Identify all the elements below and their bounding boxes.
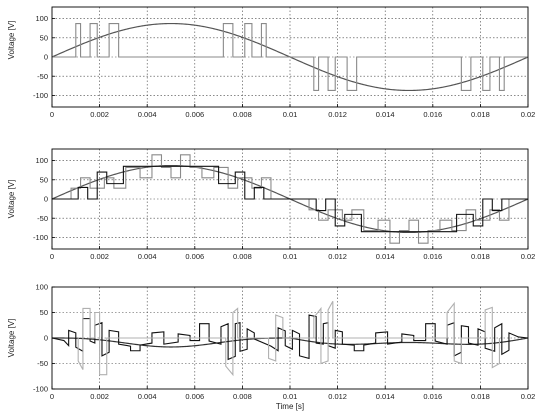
- axes-frame: [51, 6, 529, 108]
- y-tick-label: 0: [44, 195, 48, 204]
- y-axis-label: Voltage [V]: [7, 319, 16, 358]
- x-tick-label: 0.016: [423, 392, 442, 401]
- x-tick-label: 0.008: [233, 392, 252, 401]
- y-tick-label: -100: [33, 385, 48, 394]
- y-tick-label: 50: [40, 308, 48, 317]
- x-tick-label: 0: [50, 252, 54, 261]
- x-tick-label: 0.01: [283, 252, 298, 261]
- y-tick-label: 0: [44, 53, 48, 62]
- x-tick-label: 0.002: [90, 392, 109, 401]
- y-tick-label: 50: [40, 33, 48, 42]
- x-tick-label: 0.01: [283, 392, 298, 401]
- x-tick-label: 0.004: [138, 110, 157, 119]
- series-2-line: [52, 22, 528, 92]
- y-tick-label: -50: [37, 359, 48, 368]
- y-tick-label: 100: [35, 14, 48, 23]
- x-tick-label: 0.006: [185, 392, 204, 401]
- x-tick-label: 0: [50, 392, 54, 401]
- x-tick-label: 0.006: [185, 110, 204, 119]
- x-tick-label: 0.016: [423, 110, 442, 119]
- x-tick-label: 0.012: [328, 252, 347, 261]
- y-tick-label: -50: [37, 214, 48, 223]
- x-tick-label: 0.014: [376, 252, 395, 261]
- x-tick-label: 0.006: [185, 252, 204, 261]
- axes-frame: [51, 286, 529, 390]
- y-tick-label: -100: [33, 233, 48, 242]
- y-axis-label: Voltage [V]: [7, 21, 16, 60]
- x-tick-label: 0.014: [376, 110, 395, 119]
- x-tick-label: 0.002: [90, 110, 109, 119]
- x-axis-label: Time [s]: [276, 402, 304, 411]
- y-tick-label: 50: [40, 175, 48, 184]
- y-tick-label: 100: [35, 156, 48, 165]
- x-tick-label: 0.004: [138, 252, 157, 261]
- y-axis-label: Voltage [V]: [7, 180, 16, 219]
- x-tick-label: 0.018: [471, 252, 490, 261]
- x-tick-label: 0.01: [283, 110, 298, 119]
- x-tick-label: 0.014: [376, 392, 395, 401]
- y-tick-label: 100: [35, 283, 48, 292]
- x-tick-label: 0.008: [233, 110, 252, 119]
- x-tick-label: 0.02: [521, 392, 536, 401]
- series-3-line: [52, 165, 528, 233]
- y-tick-label: 0: [44, 334, 48, 343]
- x-tick-label: 0.012: [328, 110, 347, 119]
- x-tick-label: 0.008: [233, 252, 252, 261]
- x-tick-label: 0.018: [471, 110, 490, 119]
- x-tick-label: 0.016: [423, 252, 442, 261]
- x-tick-label: 0.02: [521, 110, 536, 119]
- x-tick-label: 0.012: [328, 392, 347, 401]
- y-tick-label: -100: [33, 91, 48, 100]
- subplot-2: Voltage [V] 0 0.002 0.004 0.006 0.008 0.01 0.0…: [7, 148, 536, 261]
- x-tick-label: 0.002: [90, 252, 109, 261]
- series-3-line: [77, 301, 500, 377]
- x-tick-label: 0: [50, 110, 54, 119]
- y-tick-label: -50: [37, 72, 48, 81]
- subplot-1: Voltage [V] 0 0.002 0.004 0.006 0.008 0.01 0.0…: [7, 6, 536, 119]
- x-tick-label: 0.02: [521, 252, 536, 261]
- subplot-3: Voltage [V] Time [s] 0 0.002 0.004 0.006 0.0…: [7, 283, 535, 411]
- axes-frame: [51, 148, 529, 250]
- x-tick-label: 0.004: [138, 392, 157, 401]
- x-tick-label: 0.018: [471, 392, 490, 401]
